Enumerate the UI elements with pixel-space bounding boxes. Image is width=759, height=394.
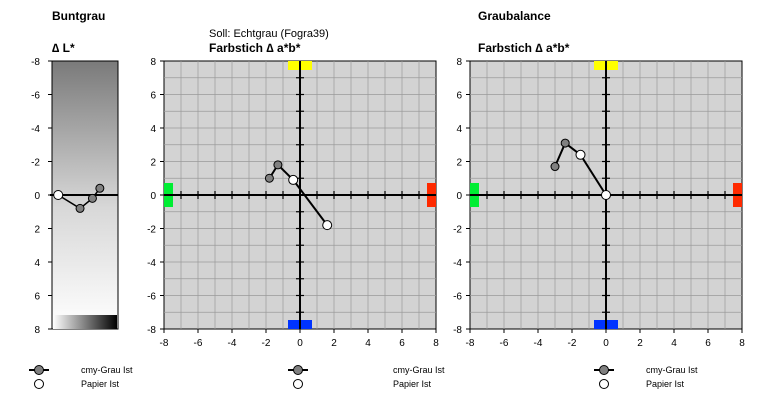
ab-chart-1-y-tick-label: 0	[150, 191, 156, 202]
lstar-gray-point	[95, 183, 105, 193]
panel3-chart-title: Farbstich ∆ a*b*	[478, 41, 570, 55]
ab-chart-2-gray-point	[550, 162, 560, 172]
ab-chart-2-white-point	[575, 149, 586, 160]
ab-chart-2-x-tick-label: -4	[534, 338, 543, 349]
ab-chart-1-x-tick-label: -6	[194, 338, 203, 349]
ab-chart-2-y-tick-label: 4	[456, 124, 462, 135]
legend-gray-marker	[34, 365, 44, 375]
ab-chart-2-gray-point	[560, 138, 570, 148]
legend-1: cmy-Grau Ist Papier Ist	[29, 365, 133, 389]
ab-chart-1-series-line	[268, 163, 328, 226]
ab-chart-2-x-tick-label: -8	[466, 338, 475, 349]
ab-chart-2-y-tick-label: 2	[456, 158, 462, 169]
ab-chart-2-y-tick-label: -2	[453, 225, 462, 236]
ab-chart-2-x-tick-label: 6	[705, 338, 711, 349]
lstar-tick-label: -2	[31, 158, 40, 169]
ab-chart-2-x-tick-label: 8	[739, 338, 745, 349]
legend-white-marker	[293, 379, 303, 389]
lstar-tick-label: -6	[31, 91, 40, 102]
ab-chart-1-x-tick-label: -2	[262, 338, 271, 349]
ab-chart-2-x-tick-label: 4	[671, 338, 677, 349]
lstar-gray-point	[87, 193, 97, 203]
ab-chart-1-x-tick-label: -8	[160, 338, 169, 349]
ab-chart-1-y-tick-label: 2	[150, 158, 156, 169]
legend-series1-label: cmy-Grau Ist	[393, 365, 445, 375]
lstar-tick-label: 8	[34, 325, 40, 336]
ab-chart-1-x-tick-label: 2	[331, 338, 337, 349]
ab-chart-2-series-line	[554, 141, 607, 196]
legend-series1-label: cmy-Grau Ist	[81, 365, 133, 375]
ab-chart-1-x-tick-label: 6	[399, 338, 405, 349]
ab-chart-1-y-tick-label: -4	[147, 258, 156, 269]
lstar-tick-label: 4	[34, 258, 40, 269]
ab-chart-1-y-tick-label: 6	[150, 91, 156, 102]
panel2-subtitle: Soll: Echtgrau (Fogra39)	[209, 28, 329, 40]
lstar-tick-label: 6	[34, 292, 40, 303]
panel1-title: Buntgrau	[52, 9, 105, 23]
lstar-tick-label: -4	[31, 124, 40, 135]
ab-chart-2-y-tick-label: 8	[456, 57, 462, 68]
legend-series1-label: cmy-Grau Ist	[646, 365, 698, 375]
ab-chart-1-gray-point	[264, 173, 274, 183]
legend-2: cmy-Grau Ist Papier Ist	[288, 365, 445, 389]
ab-chart-2-white-point	[601, 190, 611, 200]
legend-series2-label: Papier Ist	[646, 379, 685, 389]
ab-chart-1-y-tick-label: -6	[147, 292, 156, 303]
ab-chart-1-white-point	[288, 174, 299, 185]
ab-chart-2-y-tick-label: -6	[453, 292, 462, 303]
legend-series2-label: Papier Ist	[81, 379, 120, 389]
ab-chart-2-y-tick-label: -4	[453, 258, 462, 269]
ab-chart-1-y-tick-label: 4	[150, 124, 156, 135]
ab-chart-2-x-tick-label: 0	[603, 338, 609, 349]
panel3-title: Graubalance	[478, 9, 551, 23]
ab-chart-2-x-tick-label: -6	[500, 338, 509, 349]
ab-chart-1-x-tick-label: -4	[228, 338, 237, 349]
ab-chart-1-x-tick-label: 0	[297, 338, 303, 349]
ab-chart-2-y-tick-label: -8	[453, 325, 462, 336]
lstar-tick-label: 0	[34, 191, 40, 202]
ab-chart-1-y-tick-label: -2	[147, 225, 156, 236]
lstar-series-line	[57, 187, 101, 210]
ab-chart-2-y-tick-label: 0	[456, 191, 462, 202]
lstar-gray-point	[75, 203, 85, 213]
ab-chart-2-x-tick-label: -2	[568, 338, 577, 349]
legend-3: cmy-Grau Ist Papier Ist	[594, 365, 698, 389]
ab-chart-2-y-tick-label: 6	[456, 91, 462, 102]
panel2-title: Farbstich ∆ a*b*	[209, 41, 301, 55]
lstar-white-point	[53, 190, 64, 200]
ab-chart-1-y-tick-label: -8	[147, 325, 156, 336]
legend-white-marker	[34, 379, 44, 389]
lstar-scale-bar	[53, 315, 117, 329]
ab-chart-1-white-point	[322, 220, 333, 231]
legend-gray-marker	[599, 365, 609, 375]
lstar-tick-label: 2	[34, 225, 40, 236]
legend-gray-marker	[293, 365, 303, 375]
ab-chart-1-x-tick-label: 8	[433, 338, 439, 349]
panel1-axis-title: ∆ L*	[52, 41, 75, 55]
legend-series2-label: Papier Ist	[393, 379, 432, 389]
legend-white-marker	[599, 379, 609, 389]
ab-chart-1-y-tick-label: 8	[150, 57, 156, 68]
ab-chart-2-x-tick-label: 2	[637, 338, 643, 349]
ab-chart-1-x-tick-label: 4	[365, 338, 371, 349]
ab-chart-1-gray-point	[273, 160, 283, 170]
lstar-tick-label: -8	[31, 57, 40, 68]
